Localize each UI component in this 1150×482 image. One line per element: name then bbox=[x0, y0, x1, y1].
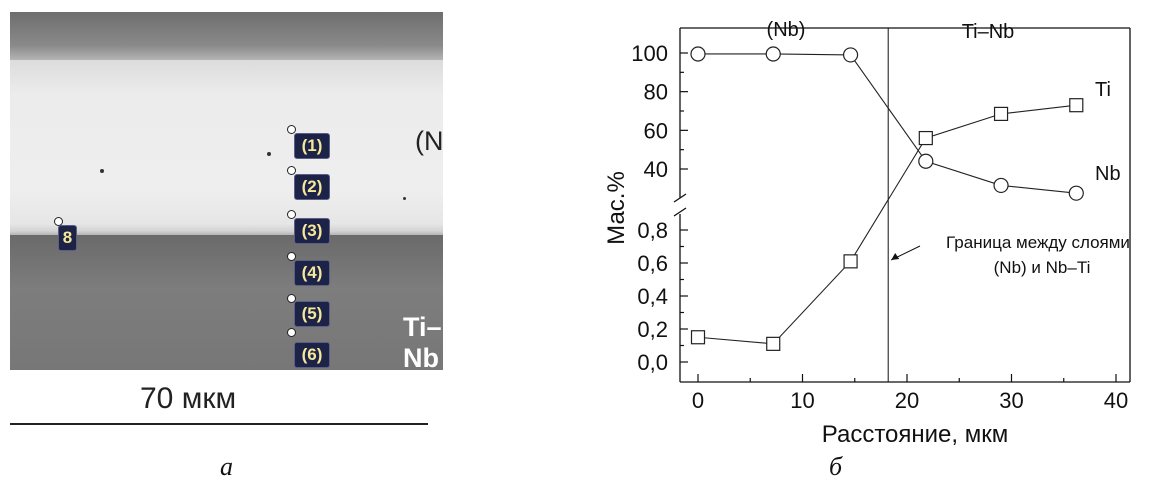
point-label-6: (6) bbox=[294, 342, 330, 368]
chart-series-lines bbox=[697, 53, 1077, 345]
point-marker bbox=[287, 210, 296, 219]
data-point-nb bbox=[918, 153, 934, 169]
point-marker bbox=[287, 252, 296, 261]
region-label-tinb: Ti–Nb bbox=[403, 312, 442, 370]
nb-layer-region bbox=[10, 60, 443, 235]
inclusion-dot bbox=[403, 197, 406, 200]
series-line-nb bbox=[698, 53, 1077, 194]
axis-break-mark bbox=[673, 207, 687, 217]
scale-bar-label: 70 мкм bbox=[140, 382, 237, 415]
series-label-nb: Nb bbox=[1095, 163, 1121, 185]
panel-letter-b: б bbox=[829, 452, 843, 481]
y-tick-label-upper: 80 bbox=[644, 80, 668, 105]
region-label-nb: (Nb) bbox=[415, 126, 443, 156]
point-label-5: (5) bbox=[294, 301, 330, 327]
chart-markers bbox=[690, 46, 1084, 351]
boundary-annotation-line1: Граница между слоями bbox=[946, 233, 1130, 252]
point-marker bbox=[287, 328, 296, 337]
x-tick-label: 20 bbox=[895, 388, 919, 413]
data-point-nb bbox=[690, 46, 706, 62]
region-label-nb: (Nb) bbox=[767, 19, 806, 41]
composition-chart: 0 10 20 30 40 40 60 80 100 0,0 0,2 0,4 0,6 0,8 Расстоя… bbox=[603, 19, 1131, 448]
y-axis-title: Мас.% bbox=[603, 171, 630, 245]
data-point-ti bbox=[690, 330, 706, 345]
series-label-ti: Ti bbox=[1095, 79, 1111, 101]
micrograph-image: (Nb) Ti–Nb (1) (2) (3) (4) (5) (6) 7 8 bbox=[10, 12, 443, 370]
scale-bar bbox=[10, 423, 428, 425]
chart-axes bbox=[673, 27, 1131, 383]
point-label-4: (4) bbox=[294, 260, 330, 286]
x-tick-label: 40 bbox=[1104, 388, 1128, 413]
inclusion-dot bbox=[100, 169, 104, 173]
point-label-1: (1) bbox=[294, 133, 330, 159]
y-tick-label-upper: 60 bbox=[644, 118, 668, 143]
data-point-ti bbox=[766, 336, 781, 351]
point-marker bbox=[287, 294, 296, 303]
y-tick-label-lower: 0,2 bbox=[637, 317, 668, 342]
y-tick-label-lower: 0,4 bbox=[637, 284, 668, 309]
data-point-ti bbox=[1069, 98, 1084, 113]
data-point-ti bbox=[993, 106, 1009, 122]
y-tick-label-upper: 40 bbox=[644, 157, 668, 182]
x-tick-label: 30 bbox=[999, 388, 1023, 413]
point-label-2: (2) bbox=[294, 174, 330, 200]
x-tick-label: 0 bbox=[692, 388, 704, 413]
point-marker bbox=[287, 125, 296, 134]
data-point-nb bbox=[1068, 185, 1084, 201]
region-label-tinb: Ti–Nb bbox=[962, 21, 1015, 43]
chart-text: 0 10 20 30 40 40 60 80 100 0,0 0,2 0,4 0,6 0,8 Расстоя… bbox=[603, 19, 1130, 448]
point-label-8: 8 bbox=[58, 225, 77, 251]
x-axis-title: Расстояние, мкм bbox=[822, 421, 1008, 448]
annotation-arrowhead bbox=[891, 253, 900, 260]
y-tick-label-upper: 100 bbox=[631, 41, 668, 66]
inclusion-dot bbox=[267, 152, 271, 156]
point-label-3: (3) bbox=[294, 218, 330, 244]
top-layer-region bbox=[10, 12, 443, 60]
data-point-ti bbox=[918, 130, 933, 146]
y-tick-label-lower: 0,0 bbox=[637, 350, 668, 375]
data-point-nb bbox=[993, 177, 1009, 194]
tinb-layer-region bbox=[10, 235, 443, 370]
x-tick-label: 10 bbox=[790, 388, 814, 413]
axis-break-mark bbox=[673, 193, 687, 203]
layer-boundary bbox=[10, 224, 443, 238]
panel-letter-a: а bbox=[220, 452, 233, 481]
data-point-nb bbox=[765, 46, 781, 62]
series-line-ti bbox=[697, 104, 1077, 345]
data-point-nb bbox=[842, 47, 859, 63]
y-tick-label-lower: 0,6 bbox=[637, 251, 668, 276]
point-marker bbox=[287, 166, 296, 175]
y-tick-label-lower: 0,8 bbox=[637, 218, 668, 243]
data-point-ti bbox=[843, 254, 858, 269]
boundary-annotation-line2: (Nb) и Nb–Ti bbox=[994, 258, 1091, 277]
